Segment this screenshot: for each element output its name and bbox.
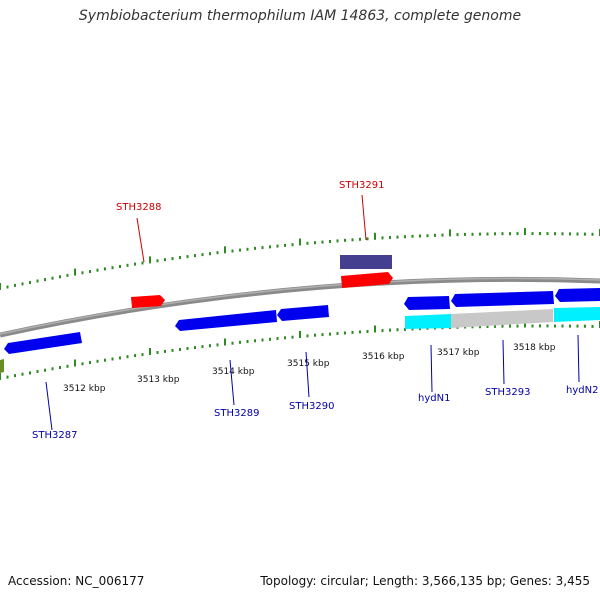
gene-label-sth3288[interactable]: STH3288 [116, 202, 161, 213]
gene-label-sth3293[interactable]: STH3293 [485, 387, 530, 398]
genome-summary-text: Topology: circular; Length: 3,566,135 bp… [260, 574, 590, 588]
gene-arrow-sth3290[interactable] [277, 305, 329, 321]
gene-arrow-sth3293[interactable] [451, 291, 554, 307]
outer-tick-track [0, 228, 600, 290]
feature-cyan-2 [554, 307, 600, 322]
gene-label-hydn1[interactable]: hydN1 [418, 393, 450, 404]
feature-cyan-1 [405, 314, 451, 329]
gene-feature-olive [0, 359, 4, 373]
inner-tick-track [0, 320, 600, 380]
scale-tick-label: 3518 kbp [513, 343, 556, 353]
gene-label-sth3287[interactable]: STH3287 [32, 430, 77, 441]
gene-arrow-hydn2[interactable] [555, 288, 600, 302]
gene-arrow-sth3291[interactable] [341, 272, 393, 288]
accession-text: Accession: NC_006177 [8, 574, 145, 588]
scale-tick-label: 3516 kbp [362, 352, 405, 362]
feature-gray [451, 309, 553, 328]
scale-tick-label: 3514 kbp [212, 367, 255, 377]
gene-label-hydn2[interactable]: hydN2 [566, 385, 598, 396]
gene-arrow-sth3287[interactable] [4, 332, 82, 354]
gene-label-sth3291[interactable]: STH3291 [339, 180, 384, 191]
gene-arrow-hydn1[interactable] [404, 296, 450, 310]
scale-tick-label: 3512 kbp [63, 384, 106, 394]
rna-feature-sth3291[interactable] [340, 255, 392, 269]
gene-label-sth3290[interactable]: STH3290 [289, 401, 334, 412]
scale-tick-label: 3513 kbp [137, 375, 180, 385]
gene-arrow-sth3289[interactable] [175, 310, 277, 331]
scale-tick-label: 3517 kbp [437, 348, 480, 358]
map-title: Symbiobacterium thermophilum IAM 14863, … [78, 8, 522, 24]
genome-backbone [0, 276, 600, 338]
gene-arrow-sth3288[interactable] [131, 295, 165, 308]
scale-tick-label: 3515 kbp [287, 359, 330, 369]
gene-label-sth3289[interactable]: STH3289 [214, 408, 259, 419]
